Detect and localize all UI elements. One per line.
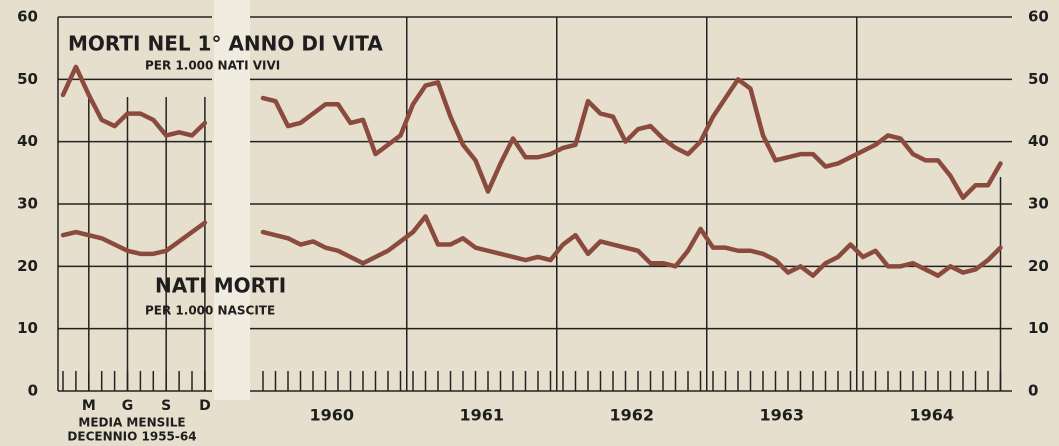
x-tick-label: 1960 — [309, 406, 354, 425]
panel-gap — [214, 0, 250, 400]
y-tick-label: 10 — [1028, 319, 1049, 337]
y-tick-label: 20 — [17, 257, 38, 275]
series-unit: PER 1.000 NASCITE — [145, 304, 275, 318]
x-tick-label: 1964 — [909, 406, 954, 425]
series-unit: PER 1.000 NATI VIVI — [145, 59, 280, 73]
y-tick-label: 20 — [1028, 257, 1049, 275]
x-tick-label: 1961 — [459, 406, 504, 425]
y-tick-label: 10 — [17, 319, 38, 337]
y-tick-label: 40 — [17, 132, 38, 150]
series-label: MORTI NEL 1° ANNO DI VITA — [68, 32, 383, 56]
x-axis-label: DECENNIO 1955-64 — [67, 430, 196, 444]
y-tick-label: 40 — [1028, 132, 1049, 150]
y-tick-label: 50 — [17, 70, 38, 88]
series-label: NATI MORTI — [155, 274, 286, 298]
x-tick-label: D — [199, 398, 211, 414]
x-tick-label: S — [161, 398, 171, 414]
y-tick-label: 60 — [1028, 8, 1049, 26]
series-line — [60, 64, 208, 138]
y-tick-label: 30 — [17, 195, 38, 213]
x-axis-label: MEDIA MENSILE — [78, 416, 185, 430]
y-tick-label: 30 — [1028, 195, 1049, 213]
y-tick-label: 0 — [28, 382, 38, 400]
series-line — [60, 220, 208, 257]
x-tick-label: 1962 — [609, 406, 654, 425]
y-tick-label: 50 — [1028, 70, 1049, 88]
x-tick-label: 1963 — [759, 406, 804, 425]
series-line — [260, 214, 1003, 278]
x-tick-label: G — [122, 398, 134, 414]
y-tick-label: 60 — [17, 8, 38, 26]
series-line — [260, 77, 1003, 201]
y-tick-label: 0 — [1028, 382, 1038, 400]
x-tick-label: M — [82, 398, 96, 414]
